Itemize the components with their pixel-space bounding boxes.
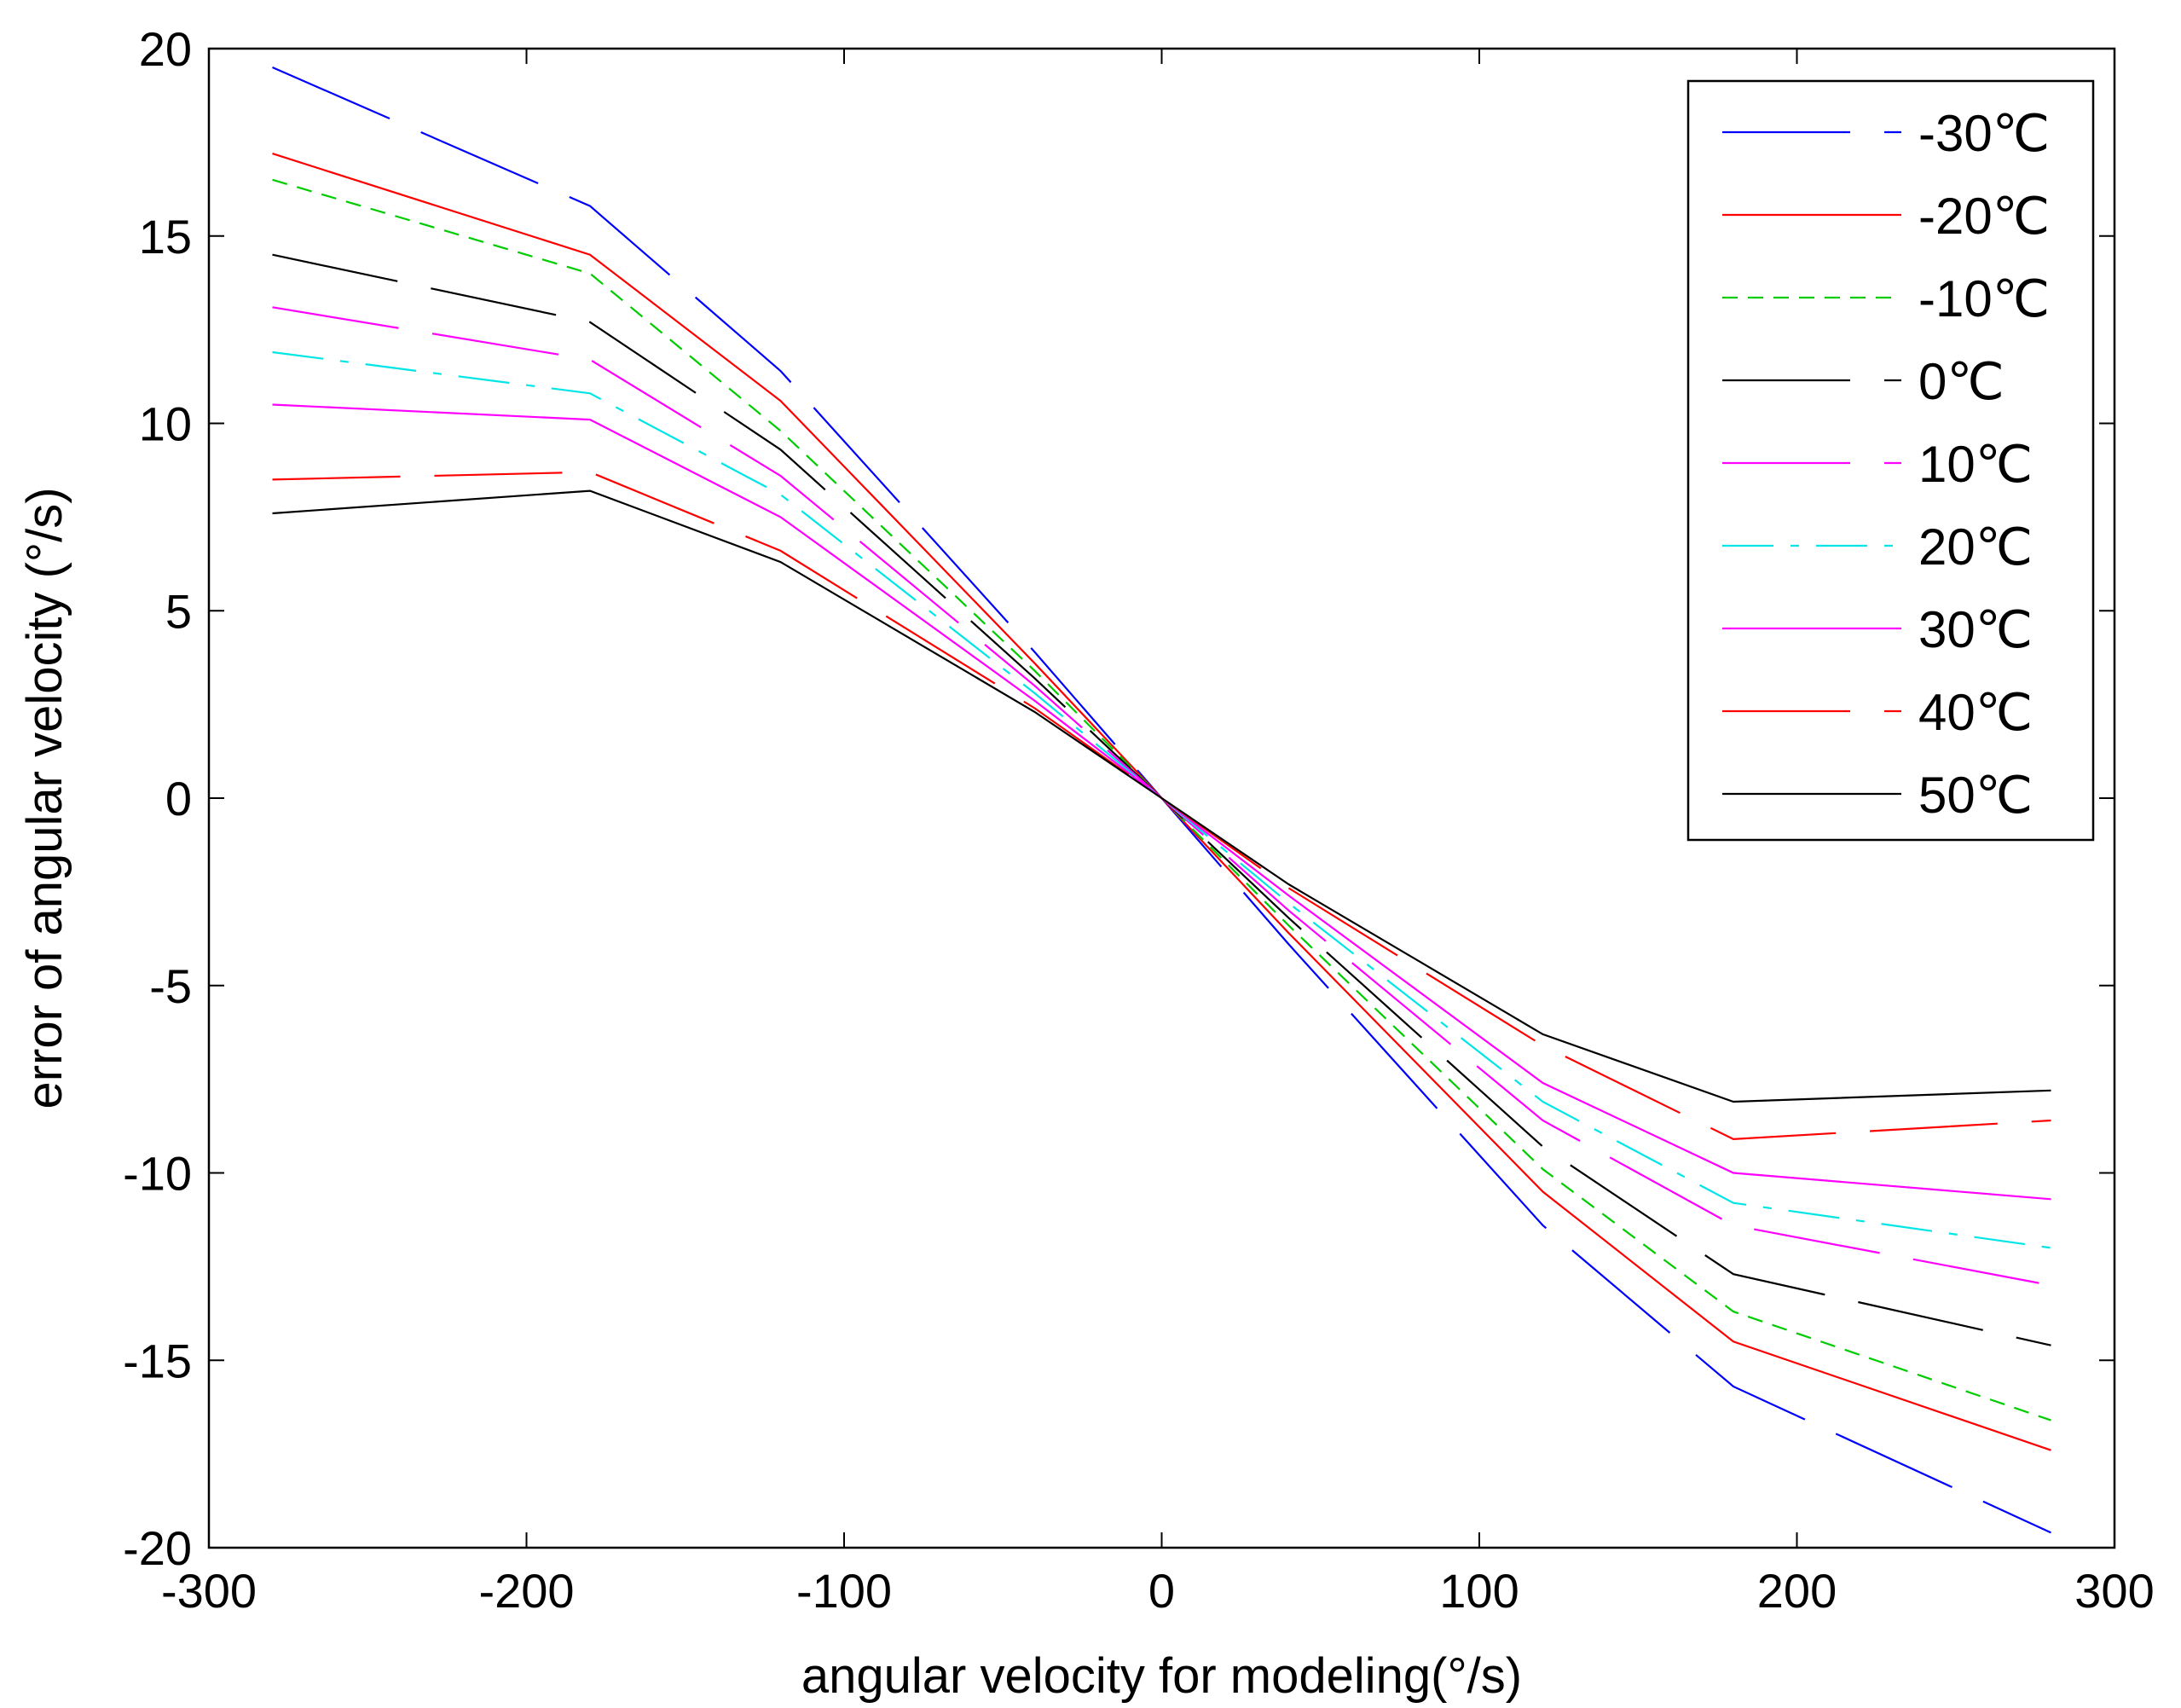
- legend-box: [1686, 79, 2095, 842]
- legend-label-6: 30℃: [1918, 601, 2033, 658]
- y-tick-label: -5: [149, 959, 192, 1013]
- x-tick-label: -200: [478, 1564, 574, 1618]
- x-tick-label: -100: [796, 1564, 892, 1618]
- y-tick-label: -15: [123, 1334, 192, 1387]
- x-tick-label: 0: [1148, 1564, 1175, 1618]
- y-tick-label: 0: [165, 772, 192, 825]
- y-tick-label: 5: [165, 584, 192, 638]
- y-tick-label: -10: [123, 1147, 192, 1201]
- y-tick-label: -20: [123, 1521, 192, 1575]
- series-line-5: [272, 350, 2051, 1249]
- series-lines: [272, 66, 2051, 1534]
- x-tick-label: 100: [1439, 1564, 1519, 1618]
- series-line-8: [272, 489, 2051, 1103]
- axes: -300 -200 -100 0 100 200 300 -20 -15 -10 -5 0 5 10 15 2…: [123, 22, 2155, 1618]
- legend-label-7: 40℃: [1918, 684, 2033, 741]
- y-tick-label: 20: [139, 22, 192, 76]
- legend: -30℃ -20℃ -10℃ 0℃ 10℃ 20℃ 30℃ 40℃ 50℃: [1686, 79, 2095, 842]
- x-axis-title: angular velocity for modeling(°/s): [801, 1648, 1522, 1704]
- x-tick-label: 200: [1757, 1564, 1837, 1618]
- x-tick-label: 300: [2074, 1564, 2154, 1618]
- x-tick-label: -300: [161, 1564, 257, 1618]
- y-axis-title: error of angular velocity (°/s): [17, 487, 72, 1109]
- legend-label-1: -20℃: [1918, 188, 2050, 245]
- legend-label-2: -10℃: [1918, 270, 2050, 327]
- y-tick-label: 10: [139, 397, 192, 451]
- legend-label-5: 20℃: [1918, 518, 2033, 576]
- legend-label-0: -30℃: [1918, 105, 2050, 162]
- legend-label-4: 10℃: [1918, 436, 2033, 493]
- legend-label-8: 50℃: [1918, 767, 2033, 824]
- legend-label-3: 0℃: [1918, 353, 2005, 410]
- y-tick-label: 15: [139, 210, 192, 263]
